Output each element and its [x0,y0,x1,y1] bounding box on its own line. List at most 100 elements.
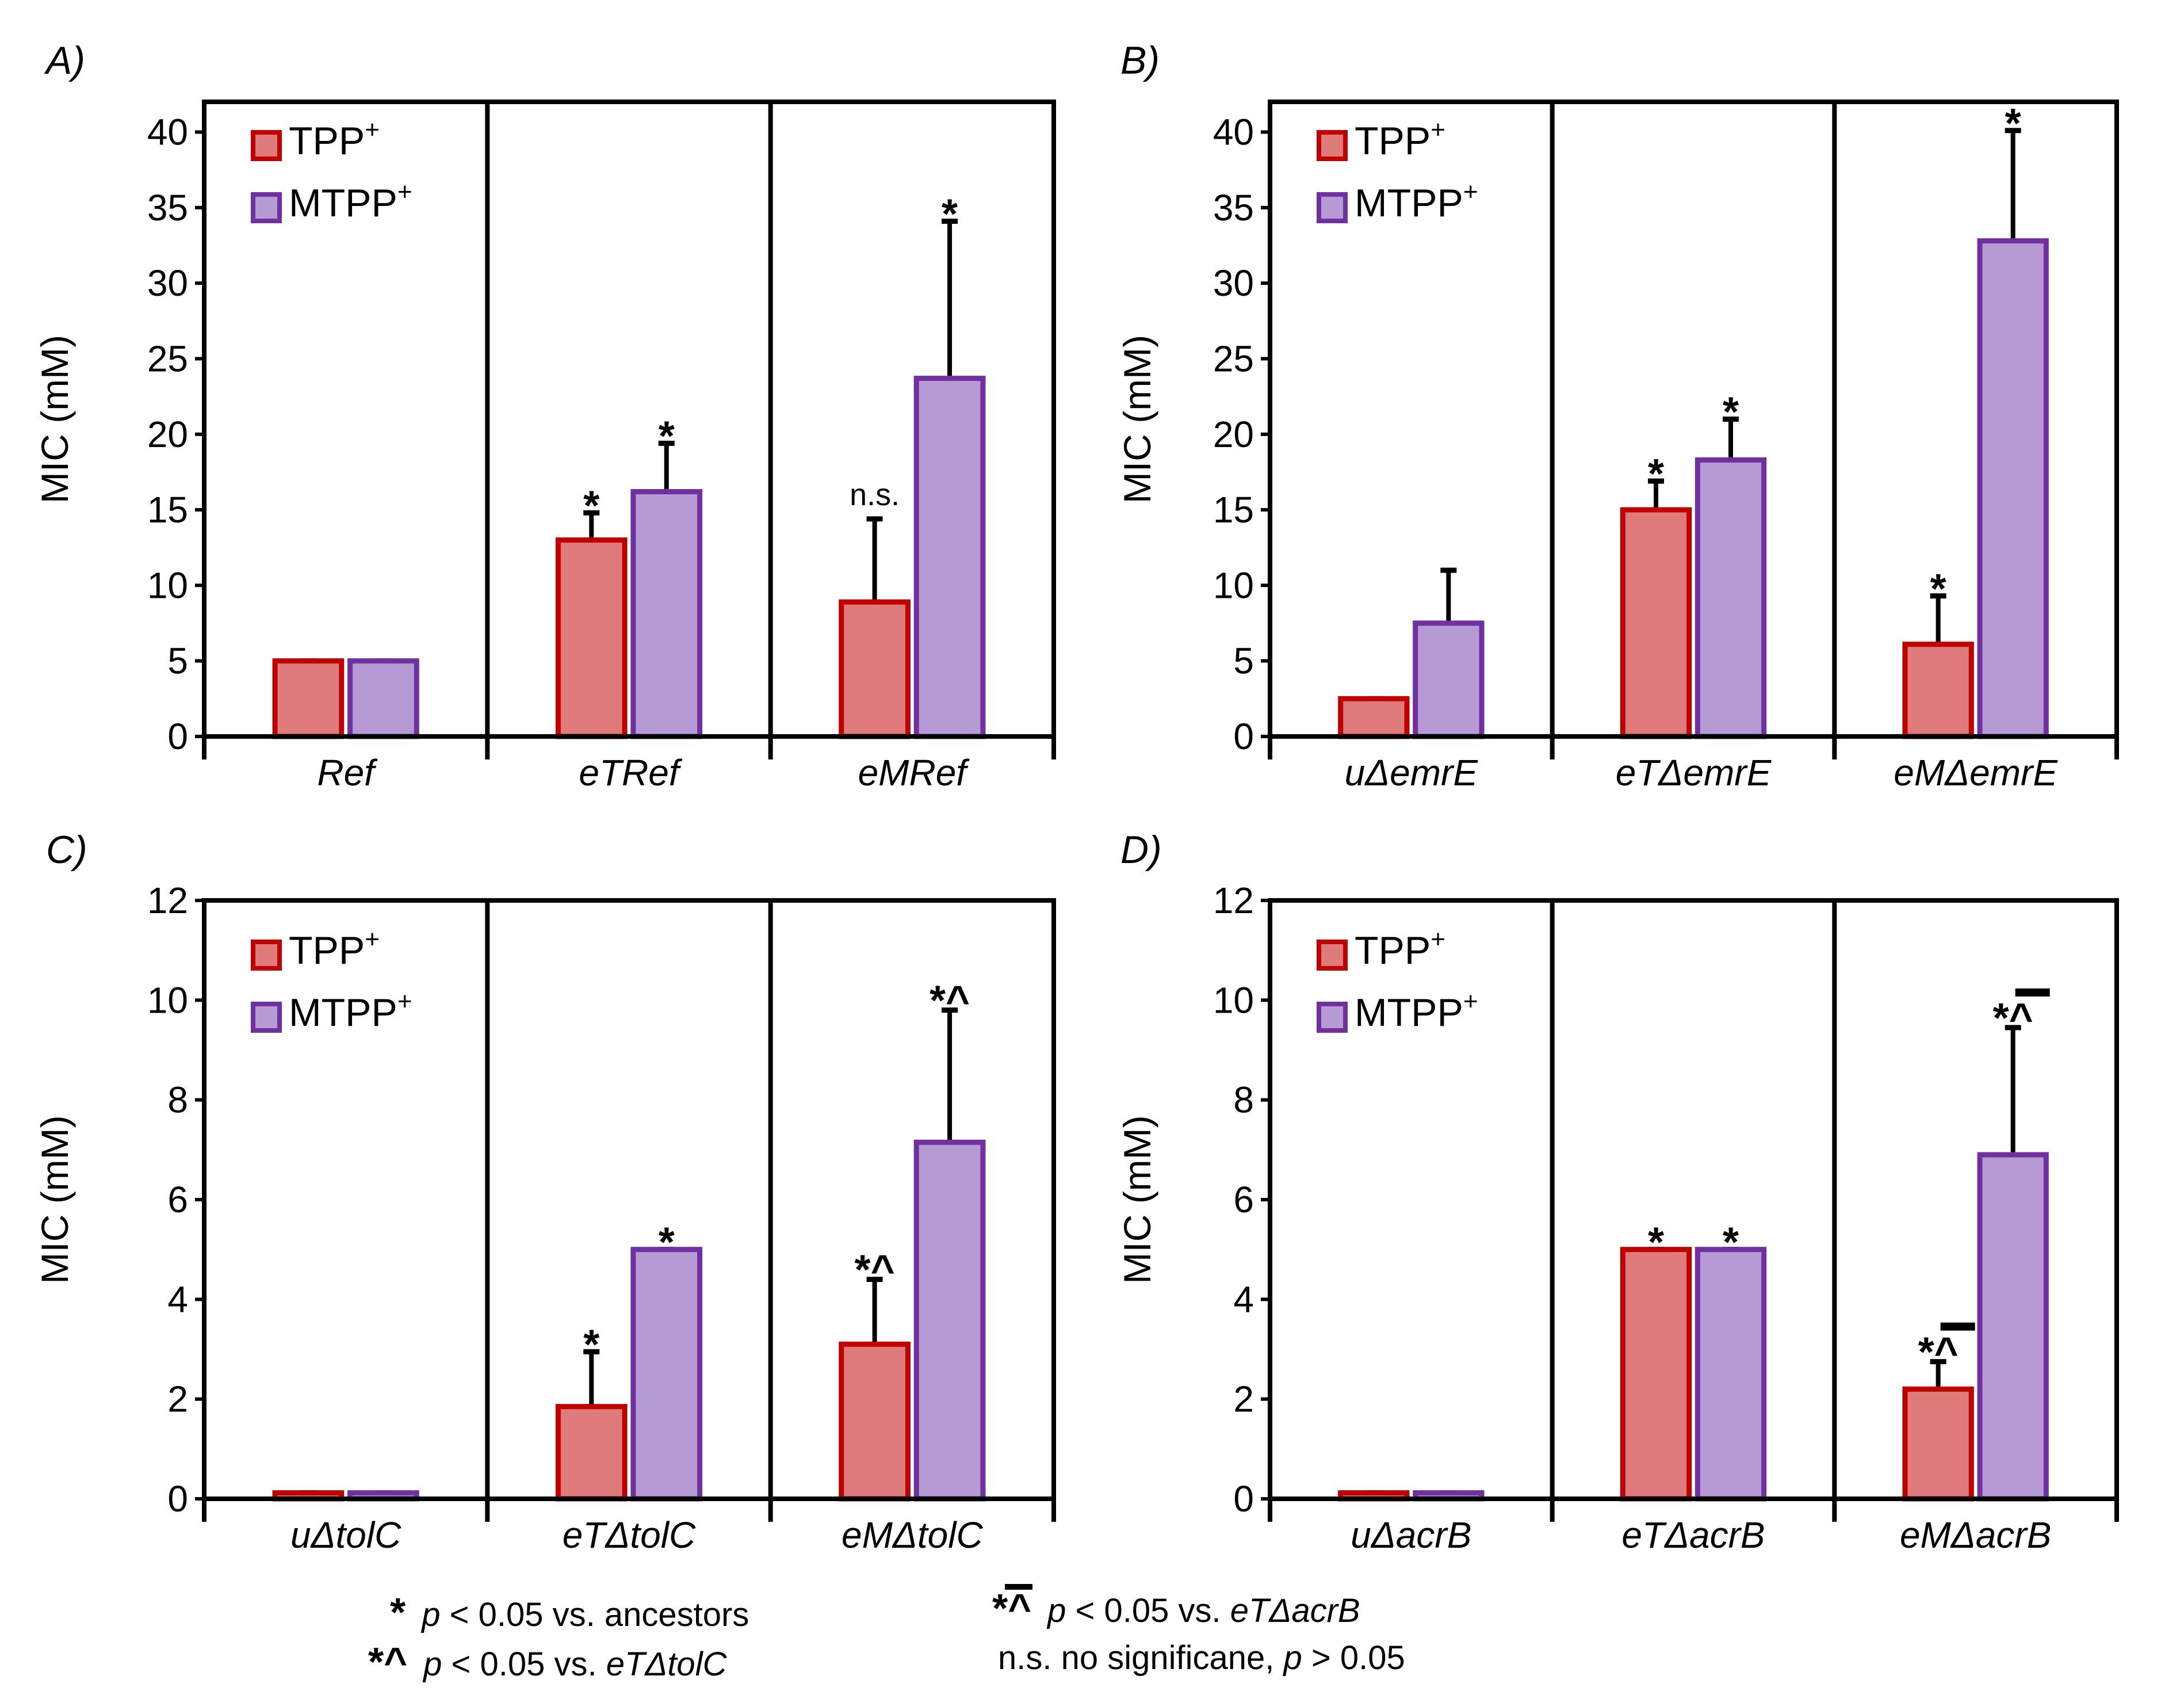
footnote-star: * p < 0.05 vs. ancestors [390,1589,749,1635]
category-label: eTΔemrE [1616,752,1772,793]
y-tick-label: 10 [1213,979,1254,1021]
y-tick-label: 20 [1213,414,1254,455]
footnote-bar-symbol: *^ [992,1584,1033,1631]
y-tick-label: 2 [1233,1379,1254,1420]
legend-sup: + [1430,116,1445,144]
bar-tpp-eTΔtolC [555,1404,628,1502]
bar-tpp-eMΔemrE [1902,642,1974,739]
bar-mtpp-eMΔtolC [913,1139,986,1502]
panel-letter: C) [46,828,87,872]
bar-tpp-eMΔacrB [1902,1386,1974,1502]
y-tick-label: 25 [147,338,188,379]
legend-label-tpp: TPP+ [1355,116,1445,163]
y-tick-label: 5 [1233,640,1254,682]
y-tick-label: 6 [167,1179,188,1220]
y-tick-label: 25 [1213,338,1254,379]
panel-c: C) MIC (mM) 0 2 4 6 8 10 12 uΔtolC * * eTΔtolC *^ *^ eM… [33,828,1056,1556]
footnote-caret: *^ p < 0.05 vs. eTΔtolC [368,1639,726,1685]
y-tick-label: 10 [147,979,188,1021]
sig-label: * [1723,390,1739,436]
sig-label: *^ [1993,995,2033,1041]
bar-tpp-eMΔtolC [839,1341,911,1502]
y-tick-label: 12 [1213,880,1254,921]
footnote-star-symbol: * [390,1590,406,1635]
legend-swatch-mtpp [251,192,282,223]
panel-letter: B) [1120,39,1160,82]
category-label: uΔemrE [1345,752,1479,793]
sig-label: n.s. [850,478,900,512]
footnote-star-p: p [422,1596,441,1633]
bar-mtpp-eMRef [913,376,986,739]
footnote-ns: n.s. no significane, p > 0.05 [998,1639,1405,1677]
y-axis-label: MIC (mM) [1116,1115,1158,1284]
footnote-caret-symbol: *^ [368,1639,408,1684]
legend-sup: + [1463,178,1478,206]
panel-b: B) MIC (mM) 0 5 10 15 20 25 30 35 40 uΔemrE * * eTΔemr… [1116,39,2119,793]
sig-label: *^ [855,1247,895,1293]
sig-label: *^ [1918,1330,1959,1376]
legend-label-tpp: TPP+ [289,925,380,972]
legend-sup: + [365,116,380,144]
category-label: uΔacrB [1351,1514,1471,1556]
bar-mtpp-Ref [347,658,419,739]
y-tick-label: 6 [1233,1179,1254,1220]
y-tick-label: 4 [167,1278,188,1320]
sig-label: * [1723,1220,1739,1266]
y-tick-label: 4 [1233,1278,1254,1320]
plot-frame [1268,100,2119,739]
legend-label-tpp: TPP+ [289,116,380,163]
category-label: eTRef [579,752,683,793]
y-tick-label: 30 [1213,262,1254,304]
plot-frame [202,898,1056,1501]
category-label: eMΔemrE [1894,752,2058,793]
sig-label: * [1648,451,1664,497]
bar-tpp-eTΔemrE [1620,507,1692,739]
legend-label-mtpp: MTPP+ [289,178,412,225]
bar-tpp-eTΔacrB [1620,1247,1692,1502]
footnote-ns-p: p [1283,1639,1302,1677]
y-tick-label: 0 [167,716,188,757]
y-tick-label: 0 [167,1478,188,1520]
sig-overbar [1940,1322,1975,1331]
sig-label: * [1930,566,1946,612]
y-tick-label: 15 [1213,489,1254,530]
plot-frame [1268,898,2119,1501]
bar-mtpp-uΔemrE [1413,620,1485,739]
category-label: Ref [317,752,378,793]
legend-sup: + [397,178,412,206]
y-tick-label: 12 [147,880,188,921]
panel-d: D) MIC (mM) 0 2 4 6 8 10 12 uΔacrB * * eTΔacrB *^ *^ eM… [1116,828,2119,1556]
legend-swatch-tpp [251,130,282,161]
y-tick-label: 35 [147,187,188,228]
sig-label: * [583,483,599,529]
bar-tpp-Ref [272,658,345,739]
sig-label: * [583,1322,599,1368]
legend-swatch-mtpp [1317,1002,1348,1033]
legend-swatch-mtpp [1317,192,1348,223]
footnote-caret-p: p [423,1646,442,1683]
y-tick-label: 8 [1233,1079,1254,1121]
legend-sup: + [397,987,412,1016]
y-tick-label: 10 [1213,564,1254,606]
y-tick-label: 0 [1233,1478,1254,1520]
legend-sup: + [365,925,380,953]
plot-frame [202,100,1056,739]
sig-label: * [1648,1220,1664,1266]
category-label: eMRef [858,752,970,793]
legend-label-mtpp: MTPP+ [1355,178,1478,225]
footnote-caret-text: < 0.05 vs. [442,1646,606,1683]
bar-mtpp-eTΔacrB [1695,1247,1767,1502]
sig-label: * [659,414,675,460]
legend-label-mtpp: MTPP+ [289,987,412,1034]
sig-overbar [2015,988,2050,997]
bar-tpp-eTRef [555,537,628,739]
category-label: eTΔtolC [563,1514,696,1556]
y-tick-label: 5 [167,640,188,682]
panel-letter: D) [1120,828,1162,872]
footnote-ns-post: > 0.05 [1302,1639,1405,1677]
category-label: uΔtolC [290,1514,401,1556]
bar-mtpp-eMΔemrE [1977,238,2049,739]
y-tick-label: 35 [1213,187,1254,228]
category-label: eMΔtolC [842,1514,983,1556]
